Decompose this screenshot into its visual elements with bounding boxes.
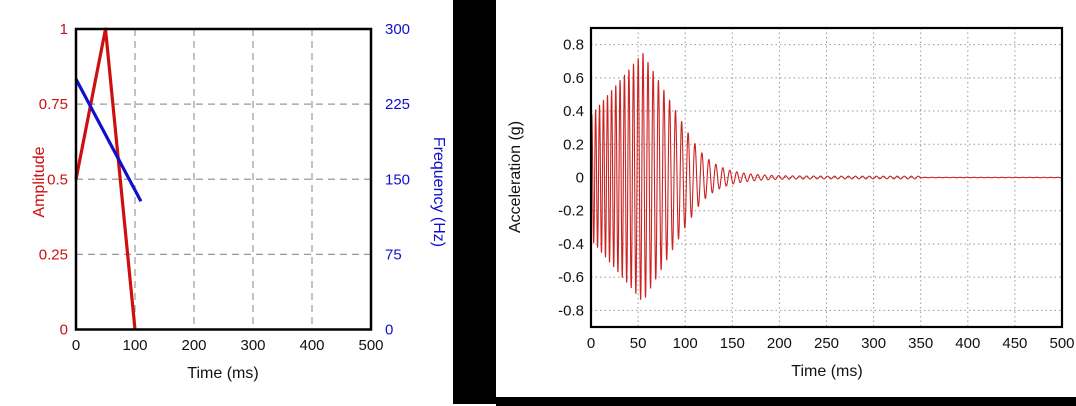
plot-frame	[589, 26, 1064, 329]
x-tick-label: 500	[1049, 335, 1074, 352]
x-tick-label: 250	[814, 335, 839, 352]
frequency-tick-label: 225	[385, 96, 410, 113]
x-tick-label: 100	[122, 337, 147, 354]
x-tick-label: 450	[1002, 335, 1027, 352]
amplitude-tick-label: 0.75	[39, 96, 68, 113]
x-tick-label: 150	[720, 335, 745, 352]
x-tick-label: 300	[240, 337, 265, 354]
acceleration-tick-label: 0.2	[563, 136, 584, 153]
amplitude-axis-label: Amplitude	[31, 146, 48, 218]
x-tick-label: 100	[673, 335, 698, 352]
amplitude-tick-label: 0.25	[39, 246, 68, 263]
x-tick-label: 350	[908, 335, 933, 352]
acceleration-tick-label: -0.8	[558, 302, 584, 319]
plot-frame	[74, 27, 373, 331]
amplitude-tick-label: 0	[60, 322, 68, 339]
x-tick-label: 50	[630, 335, 647, 352]
acceleration-response-chart: 0 50 100 150 200 250 300 350 400 450 500 -0.8 -0.6 -0…	[558, 26, 1075, 352]
acceleration-tick-label: 0.8	[563, 37, 584, 54]
acceleration-tick-label: 0.4	[563, 103, 584, 120]
black-bottom-bar	[496, 397, 1076, 406]
input-pulse-chart: 0 100 200 300 400 50000.250.50.75107515022530…	[39, 21, 410, 354]
frequency-hz--line	[74, 78, 143, 203]
x-tick-label: 0	[587, 335, 595, 352]
acceleration-tick-label: -0.4	[558, 236, 584, 253]
time-axis-label-right: Time (ms)	[791, 363, 863, 380]
frequency-tick-label: 300	[385, 21, 410, 38]
acceleration-waveform	[590, 52, 1063, 300]
x-tick-label: 200	[181, 337, 206, 354]
frequency-tick-label: 0	[385, 322, 393, 339]
acceleration-tick-label: -0.2	[558, 203, 584, 220]
amplitude-tick-label: 0.5	[47, 171, 68, 188]
acceleration-tick-label: 0	[576, 170, 584, 187]
acceleration-tick-label: 0.6	[563, 70, 584, 87]
x-tick-label: 500	[358, 337, 383, 354]
x-tick-label: 0	[72, 337, 80, 354]
x-tick-label: 300	[861, 335, 886, 352]
time-axis-label-left: Time (ms)	[187, 365, 259, 382]
frequency-axis-label: Frequency (Hz)	[430, 136, 447, 248]
acceleration-tick-label: -0.6	[558, 269, 584, 286]
frequency-tick-label: 150	[385, 171, 410, 188]
black-divider-strip	[453, 0, 496, 404]
amplitude-tick-label: 1	[60, 21, 68, 38]
acceleration-axis-label: Acceleration (g)	[507, 120, 524, 234]
frequency-tick-label: 75	[385, 246, 402, 263]
x-tick-label: 400	[299, 337, 324, 354]
x-tick-label: 400	[955, 335, 980, 352]
x-tick-label: 200	[767, 335, 792, 352]
